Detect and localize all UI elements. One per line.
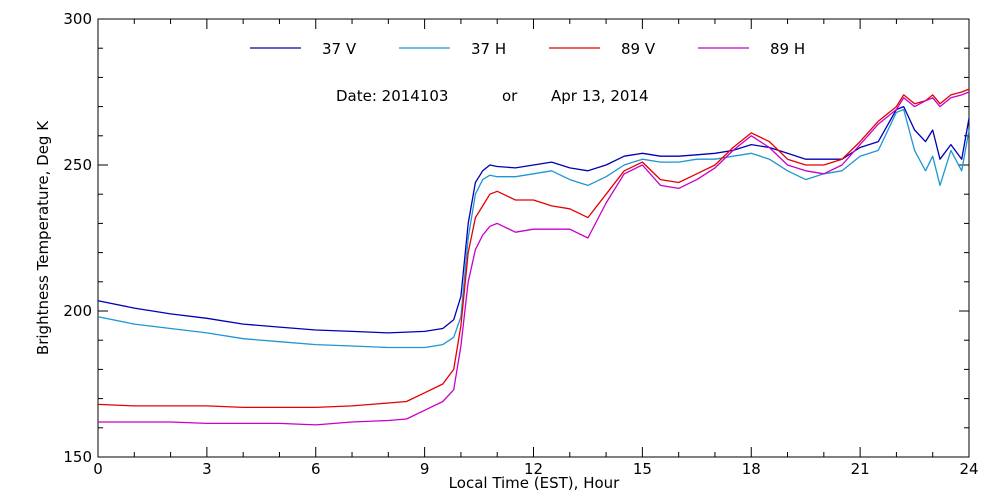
annotation-date-text: Apr 13, 2014 xyxy=(551,87,649,105)
x-tick-label: 6 xyxy=(311,460,321,478)
x-tick-label: 12 xyxy=(524,460,543,478)
series-lines xyxy=(97,88,970,426)
y-axis-label: Brightness Temperature, Deg K xyxy=(34,120,52,355)
x-tick-label: 18 xyxy=(742,460,761,478)
x-tick-label: 0 xyxy=(93,460,103,478)
plot-frame xyxy=(97,18,970,458)
x-tick-label: 21 xyxy=(851,460,870,478)
series-line-37-v xyxy=(97,105,970,334)
x-tick-label: 3 xyxy=(202,460,212,478)
legend-label-37-v: 37 V xyxy=(322,40,357,58)
annotation-date-label: Date: 2014103 xyxy=(336,87,448,105)
legend-label-37-h: 37 H xyxy=(471,40,506,58)
x-tick-label: 24 xyxy=(959,460,978,478)
x-axis-label: Local Time (EST), Hour xyxy=(449,474,620,492)
axis-ticks xyxy=(97,18,970,458)
x-tick-label: 9 xyxy=(420,460,430,478)
legend: 37 V 37 H 89 V 89 H xyxy=(250,40,805,58)
y-tick-label: 150 xyxy=(63,448,92,466)
axis-tick-labels: 0 3 6 9 12 15 18 21 24 150 200 250 300 xyxy=(63,10,978,478)
y-tick-label: 200 xyxy=(63,302,92,320)
series-line-89-h xyxy=(98,91,970,426)
annotation-or-label: or xyxy=(502,87,518,105)
legend-label-89-h: 89 H xyxy=(770,40,805,58)
x-tick-label: 15 xyxy=(633,460,652,478)
legend-label-89-v: 89 V xyxy=(621,40,656,58)
series-line-37-h xyxy=(97,108,970,349)
series-line-89-v xyxy=(97,88,970,409)
y-tick-label: 250 xyxy=(63,156,92,174)
y-tick-label: 300 xyxy=(63,10,92,28)
